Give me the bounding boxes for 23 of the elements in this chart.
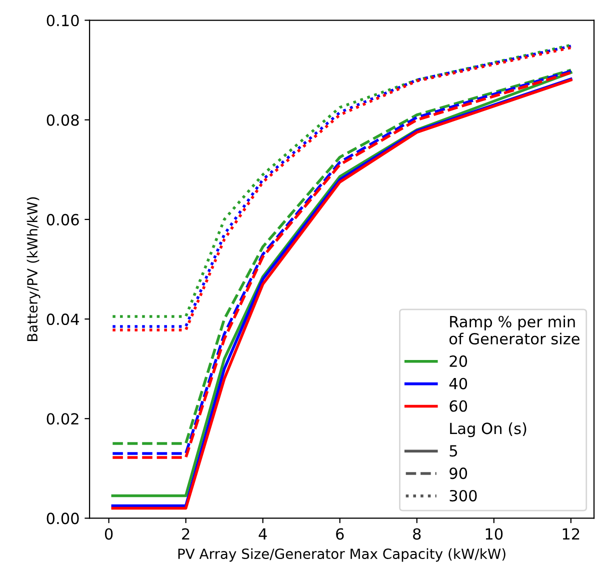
y-tick-label: 0.00 (46, 512, 79, 524)
legend-label: 60 (450, 400, 468, 412)
x-tick-label: 4 (258, 528, 267, 540)
legend-label: 20 (450, 355, 468, 367)
legend-label: 90 (450, 468, 468, 480)
x-tick-label: 10 (486, 528, 503, 540)
text: Lag On (s) (450, 422, 526, 438)
x-tick-label: 6 (336, 528, 344, 540)
x-tick-label: 0 (104, 528, 113, 540)
y-tick-label: 0.02 (46, 413, 78, 425)
y-tick-label: 0.10 (46, 14, 79, 26)
text: Ramp % per min of Generator size (449, 316, 580, 345)
y-axis-title: Battery/PV (kWh/kW) (26, 197, 40, 341)
y-tick-label: 0.04 (46, 313, 79, 326)
legend-label: 5 (450, 445, 458, 457)
x-tick-label: 2 (182, 528, 190, 540)
y-tick-label: 0.08 (46, 114, 79, 126)
y-tick-label: 0.06 (46, 214, 79, 226)
x-tick-label: 8 (413, 528, 421, 540)
x-axis-title: PV Array Size/Generator Max Capacity (kW/kW) (178, 548, 506, 562)
legend-label: 300 (450, 490, 477, 502)
legend-label: 40 (449, 378, 468, 390)
x-tick-label: 12 (562, 528, 580, 540)
